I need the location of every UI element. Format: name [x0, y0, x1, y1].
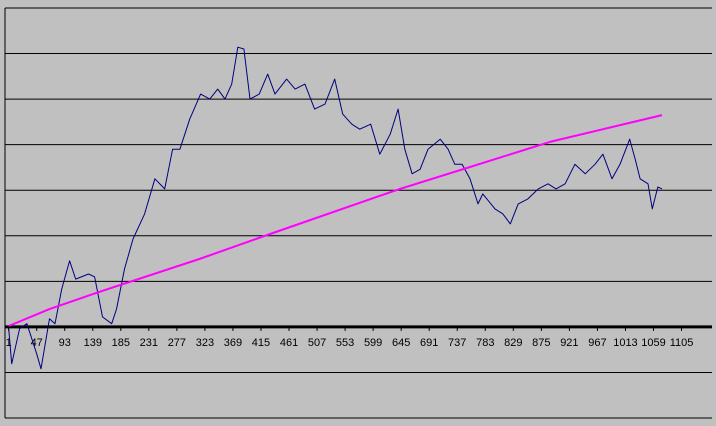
x-tick-label: 921 — [560, 337, 578, 349]
x-tick-label: 507 — [308, 337, 326, 349]
x-tick-label: 369 — [224, 337, 242, 349]
x-tick-label: 185 — [112, 337, 130, 349]
x-tick-label: 1105 — [670, 337, 694, 349]
x-tick-label: 47 — [31, 337, 43, 349]
x-tick-label: 93 — [59, 337, 71, 349]
x-tick-label: 737 — [448, 337, 466, 349]
series-line — [8, 46, 663, 370]
x-tick-label: 783 — [476, 337, 494, 349]
x-tick-label: 553 — [336, 337, 354, 349]
x-tick-label: 1013 — [613, 337, 637, 349]
x-tick-label: 875 — [532, 337, 550, 349]
x-tick-label: 231 — [140, 337, 158, 349]
series-line — [8, 114, 663, 327]
x-tick-label: 829 — [504, 337, 522, 349]
x-tick-label: 1 — [6, 337, 12, 349]
x-tick-label: 599 — [364, 337, 382, 349]
x-tick-label: 415 — [252, 337, 270, 349]
x-tick-label: 277 — [168, 337, 186, 349]
x-tick-label: 645 — [392, 337, 410, 349]
x-tick-label: 323 — [196, 337, 214, 349]
x-tick-label: 461 — [280, 337, 298, 349]
x-tick-label: 139 — [84, 337, 102, 349]
x-tick-label: 1059 — [641, 337, 665, 349]
x-tick-label: 967 — [588, 337, 606, 349]
x-tick-label: 691 — [420, 337, 438, 349]
